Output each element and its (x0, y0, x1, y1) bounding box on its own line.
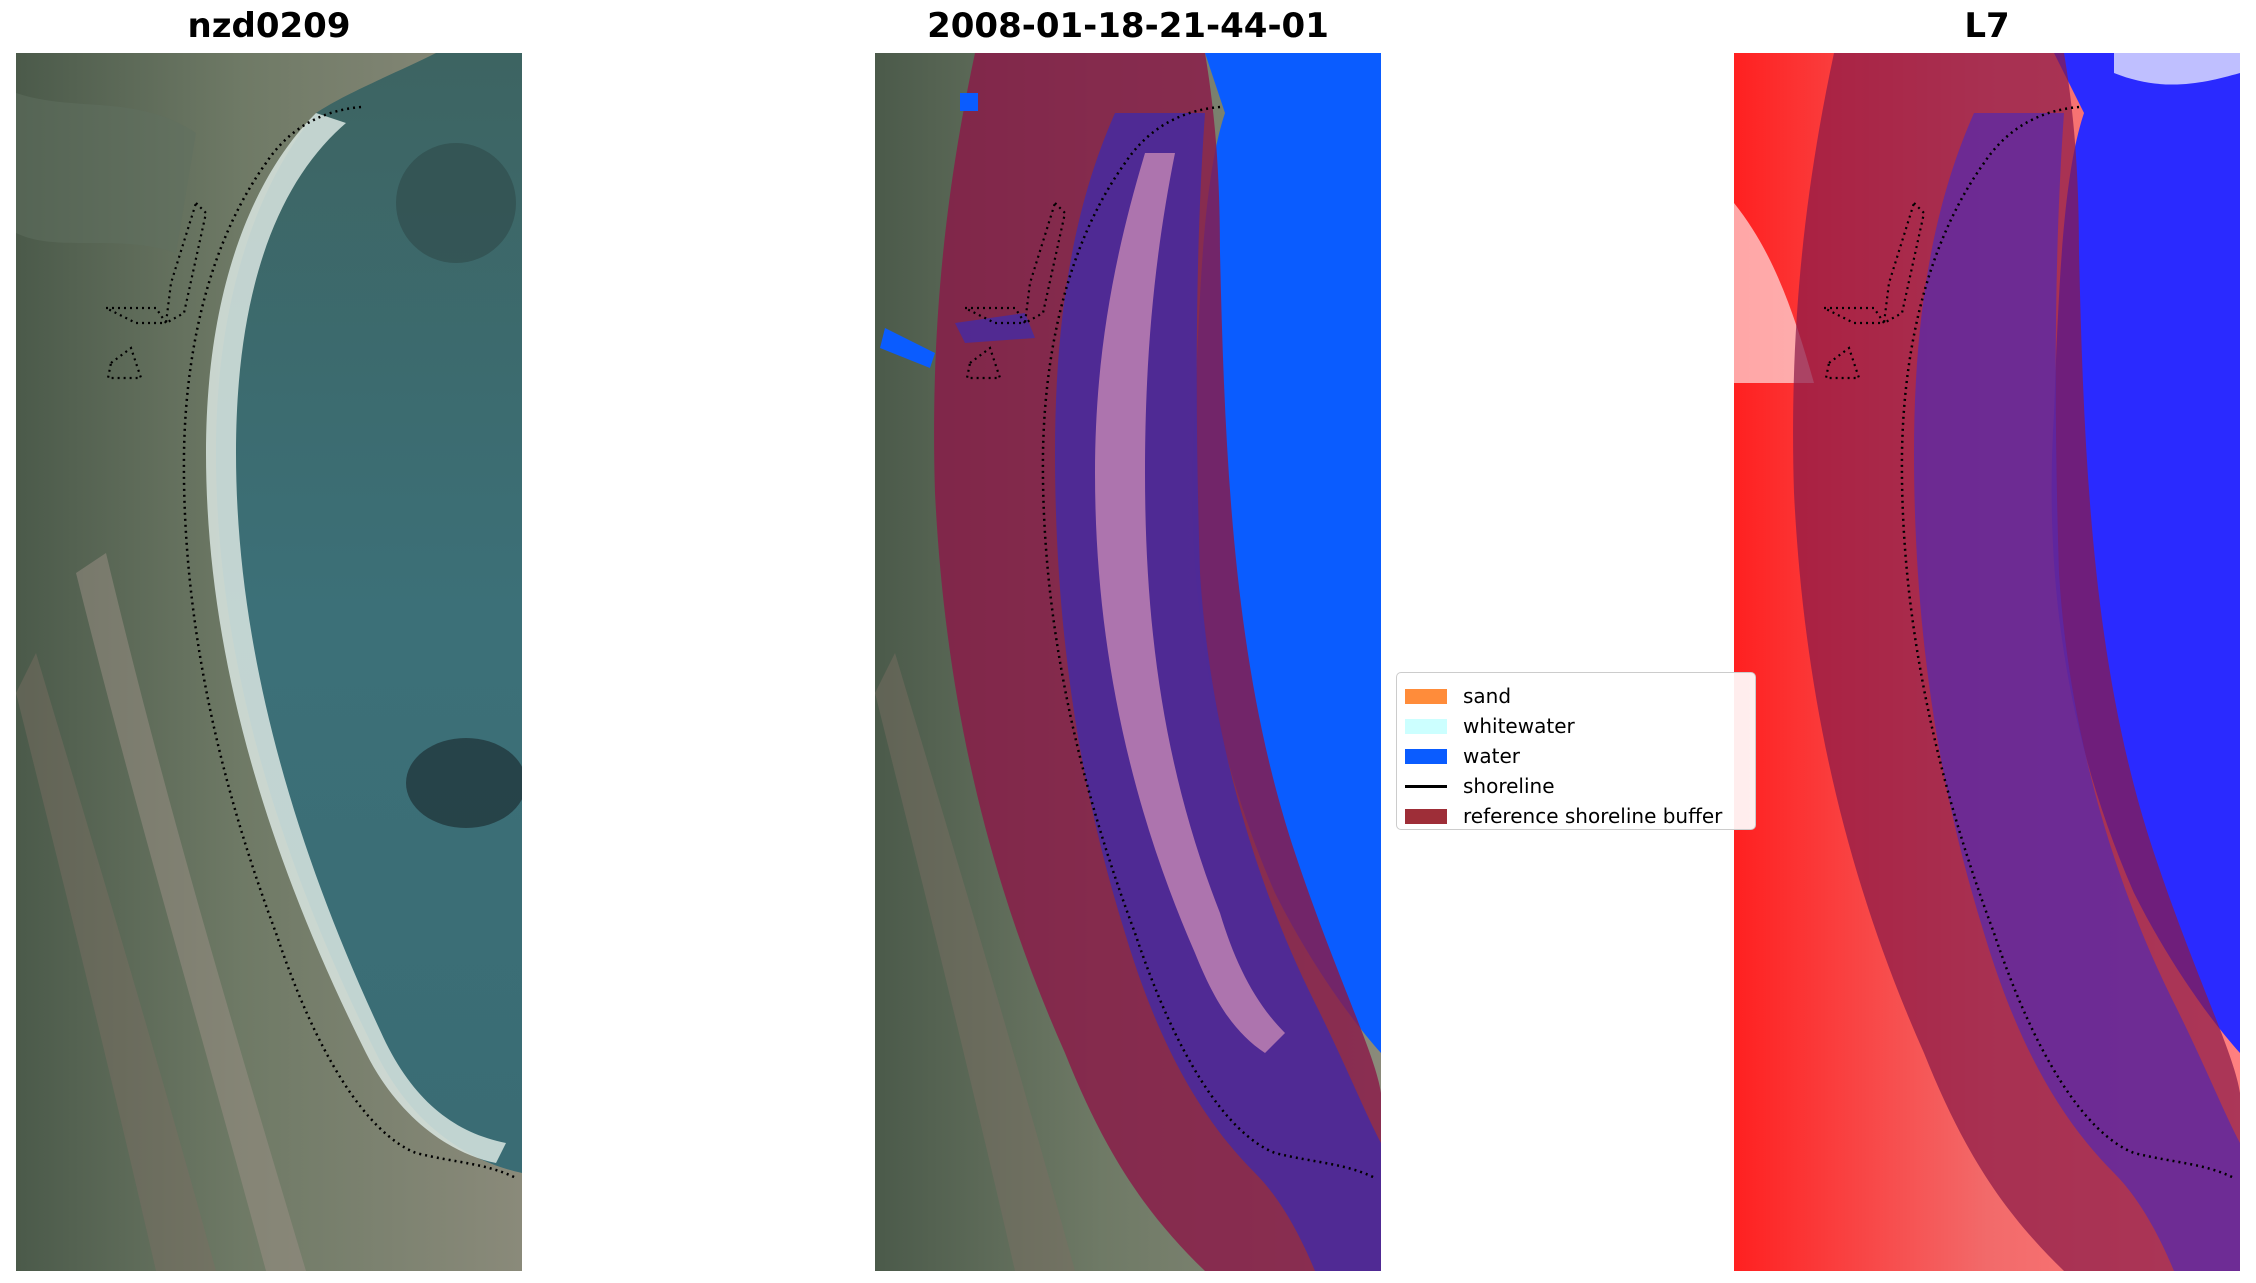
legend-item-reference-shoreline-buffer: reference shoreline buffer (1405, 801, 1755, 829)
bright-patch (1734, 203, 1814, 383)
legend-swatch-water (1405, 748, 1447, 764)
index-image-panel (1734, 53, 2240, 1271)
legend-label: sand (1463, 684, 1512, 708)
bright-patch (2114, 53, 2240, 85)
land-texture (16, 653, 216, 1271)
water-class (1192, 53, 1381, 1053)
water-index (2051, 53, 2240, 1053)
rgb-image-panel (16, 53, 522, 1271)
legend-line-shoreline (1405, 784, 1447, 788)
land-texture (76, 553, 306, 1271)
sea-area (216, 53, 522, 1173)
legend-swatch-whitewater (1405, 718, 1447, 734)
land-texture (875, 653, 1075, 1271)
shoreline-lagoon (1882, 200, 1926, 326)
shoreline-lagoon (105, 306, 169, 325)
panel-title-classified: 2008-01-18-21-44-01 (927, 6, 1329, 46)
shoreline-lagoon (1823, 306, 1887, 325)
shoreline-lagoon (964, 306, 1028, 325)
lagoon-water (955, 313, 1035, 343)
legend-item-sand: sand (1405, 681, 1755, 711)
panel-title-rgb: nzd0209 (187, 6, 351, 46)
legend-swatch-reference-buffer (1405, 808, 1447, 824)
legend-label: water (1463, 744, 1520, 768)
dark-patch (406, 738, 522, 828)
panel-title-index: L7 (1964, 6, 2010, 46)
sand-band (1095, 153, 1285, 1053)
legend-label: reference shoreline buffer (1463, 804, 1723, 828)
shoreline-lagoon (1023, 200, 1067, 326)
water-fragment (960, 93, 978, 111)
water-fragment (880, 328, 935, 368)
legend-item-water: water (1405, 741, 1755, 771)
legend-swatch-sand (1405, 688, 1447, 704)
legend-item-whitewater: whitewater (1405, 711, 1755, 741)
buffered-water-index (1914, 113, 2240, 1271)
shoreline-lagoon (164, 200, 208, 326)
land-texture (16, 93, 196, 253)
classified-image-panel (875, 53, 1381, 1271)
legend-item-shoreline: shoreline (1405, 771, 1755, 801)
classified-image (875, 53, 1381, 1271)
index-image (1734, 53, 2240, 1271)
dark-patch (396, 143, 516, 263)
legend-label: shoreline (1463, 774, 1555, 798)
legend-label: whitewater (1463, 714, 1575, 738)
legend: sand whitewater water shoreline referenc… (1396, 672, 1756, 830)
rgb-image (16, 53, 522, 1271)
